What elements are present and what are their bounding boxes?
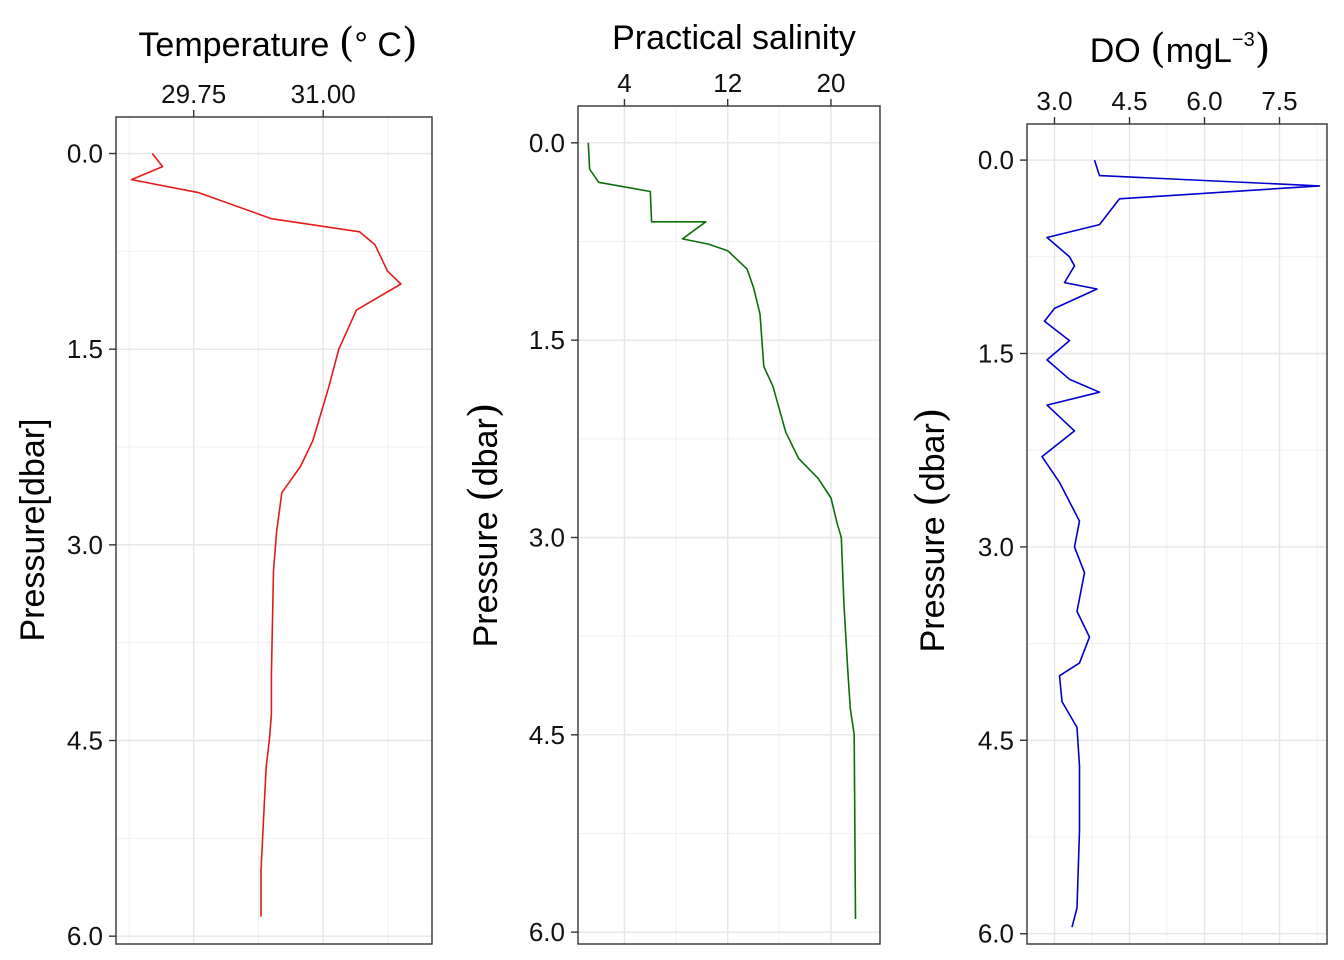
dissolved-oxygen-y-tick-label: 1.5 xyxy=(978,338,1014,368)
dissolved-oxygen-x-tick-label: 7.5 xyxy=(1261,86,1297,116)
dissolved-oxygen-x-axis-title: DO (mgL−3) xyxy=(1090,26,1271,72)
salinity-y-axis-title: Pressure (dbar) xyxy=(461,403,507,648)
temperature-y-tick-label: 0.0 xyxy=(67,139,103,169)
salinity-y-tick-label: 4.5 xyxy=(529,720,565,750)
dissolved-oxygen-y-axis-title: Pressure (dbar) xyxy=(908,408,954,653)
dissolved-oxygen-x-tick-label: 4.5 xyxy=(1111,86,1147,116)
temperature-y-tick-label: 3.0 xyxy=(67,530,103,560)
salinity-profile-line xyxy=(587,142,857,920)
salinity-x-axis-title: Practical salinity xyxy=(612,19,856,57)
salinity-x-tick-label: 4 xyxy=(617,68,631,98)
temperature-panel-frame xyxy=(115,116,433,945)
dissolved-oxygen-profile-line xyxy=(1041,159,1321,928)
temperature-profile-line xyxy=(130,153,402,917)
salinity-y-tick-label: 3.0 xyxy=(529,522,565,552)
salinity-x-tick-label: 12 xyxy=(713,68,742,98)
dissolved-oxygen-panel: 3.0 4.5 6.0 7.5 0.0 1.5 3.0 4.5 6.0 DO (mgL−3) P… xyxy=(908,26,1328,949)
dissolved-oxygen-y-tick-label: 3.0 xyxy=(978,532,1014,562)
salinity-y-tick-label: 6.0 xyxy=(529,917,565,947)
salinity-panel-frame xyxy=(577,105,881,945)
temperature-panel: 29.75 31.00 0.0 1.5 3.0 4.5 6.0 Temperature (°… xyxy=(14,20,433,951)
salinity-panel: 4 12 200.01.53.04.56.0 Practical salinity … xyxy=(461,19,881,947)
temperature-y-axis-title: Pressure[dbar] xyxy=(14,419,52,642)
temperature-x-tick-label: 31.00 xyxy=(291,79,356,109)
temperature-y-tick-label: 1.5 xyxy=(67,334,103,364)
temperature-y-tick-label: 6.0 xyxy=(67,921,103,951)
dissolved-oxygen-y-tick-label: 6.0 xyxy=(978,919,1014,949)
dissolved-oxygen-x-tick-label: 6.0 xyxy=(1186,86,1222,116)
temperature-x-tick-label: 29.75 xyxy=(161,79,226,109)
temperature-x-axis-title: Temperature (° C) xyxy=(138,20,417,66)
dissolved-oxygen-y-tick-label: 0.0 xyxy=(978,145,1014,175)
salinity-x-tick-label: 20 xyxy=(816,68,845,98)
temperature-y-tick-label: 4.5 xyxy=(67,726,103,756)
dissolved-oxygen-y-tick-label: 4.5 xyxy=(978,725,1014,755)
dissolved-oxygen-x-tick-label: 3.0 xyxy=(1036,86,1072,116)
salinity-y-tick-label: 1.5 xyxy=(529,325,565,355)
salinity-y-tick-label: 0.0 xyxy=(529,128,565,158)
dissolved-oxygen-panel-frame xyxy=(1026,123,1328,945)
